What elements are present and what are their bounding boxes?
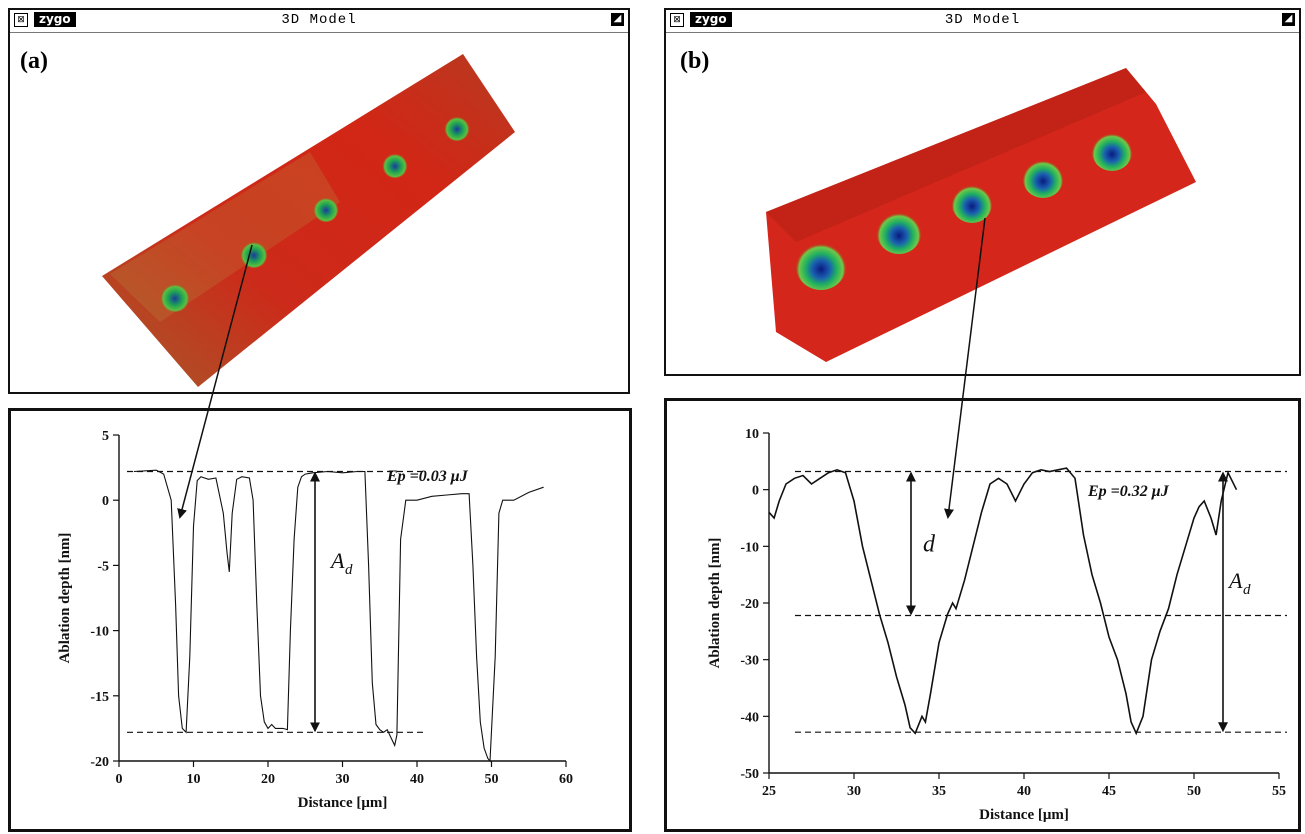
x-axis-label: Distance [μm]	[298, 795, 388, 811]
x-tick-label: 30	[847, 784, 861, 799]
y-tick-label: -5	[97, 559, 109, 574]
y-axis-label: Ablation depth [nm]	[57, 533, 73, 664]
y-tick-label: -50	[740, 767, 759, 782]
panel-label-a: (a)	[20, 48, 48, 74]
x-tick-label: 50	[485, 772, 499, 787]
x-tick-label: 40	[410, 772, 424, 787]
x-tick-label: 60	[559, 772, 573, 787]
ablation-pit	[876, 208, 922, 254]
x-tick-label: 55	[1272, 784, 1286, 799]
series-line-0	[133, 469, 544, 763]
window-b: ⊠ zygo 3D Model ◢ (b)	[664, 8, 1301, 376]
surface-3d-b	[766, 68, 1196, 362]
x-tick-label: 45	[1102, 784, 1116, 799]
y-tick-label: 0	[102, 494, 109, 509]
ablation-depth-label: A	[329, 548, 345, 573]
y-tick-label: -15	[90, 690, 109, 705]
menu-icon[interactable]: ◢	[1282, 13, 1295, 26]
ablation-depth-label: A	[1227, 568, 1243, 593]
window-a: ⊠ zygo 3D Model ◢ (a)	[8, 8, 630, 394]
ablation-pit	[160, 282, 190, 312]
surface-3d-a	[102, 54, 515, 387]
window-a-title: 3D Model	[281, 12, 357, 28]
chart-box-a: 0 10 20 30 40 50 60 5 0 -5 -10 -15 -20 Distance [μm] A…	[8, 408, 632, 832]
y-tick-label: -40	[740, 710, 759, 725]
ablation-pit	[444, 115, 470, 141]
x-tick-label: 50	[1187, 784, 1201, 799]
x-tick-label: 40	[1017, 784, 1031, 799]
ablation-pit	[795, 238, 847, 290]
close-icon[interactable]: ⊠	[14, 13, 28, 27]
y-axis-label: Ablation depth [nm]	[707, 538, 723, 669]
close-icon[interactable]: ⊠	[670, 13, 684, 27]
x-tick-label: 0	[116, 772, 123, 787]
y-tick-label: 5	[102, 429, 109, 444]
ablation-pit	[951, 181, 993, 223]
zygo-logo: zygo	[690, 12, 732, 27]
ablation-pit	[1091, 129, 1133, 171]
y-tick-label: -10	[90, 625, 109, 640]
x-tick-label: 25	[762, 784, 776, 799]
ablation-depth-label-subscript: d	[345, 562, 353, 578]
ablation-pit	[313, 196, 339, 222]
crater-depth-label: d	[923, 532, 936, 558]
x-tick-label: 10	[187, 772, 201, 787]
y-tick-label: -30	[740, 654, 759, 669]
energy-annotation: Ep =0.32 μJ	[1087, 483, 1170, 500]
y-tick-label: -10	[740, 540, 759, 555]
menu-icon[interactable]: ◢	[611, 13, 624, 26]
y-tick-label: -20	[90, 755, 109, 770]
x-axis-label: Distance [μm]	[979, 807, 1069, 823]
window-a-titlebar: ⊠ zygo 3D Model ◢	[10, 10, 628, 33]
energy-annotation: Ep =0.03 μJ	[386, 468, 469, 485]
ablation-pit	[1022, 156, 1064, 198]
ablation-depth-label-subscript: d	[1243, 582, 1251, 598]
x-tick-label: 35	[932, 784, 946, 799]
chart-box-b: 25 30 35 40 45 50 55 10 0 -10 -20 -30 -40 -50 Distance…	[664, 398, 1301, 832]
chart-b: 25 30 35 40 45 50 55 10 0 -10 -20 -30 -40 -50 Distance…	[707, 427, 1287, 823]
zygo-logo: zygo	[34, 12, 76, 27]
series-line-0	[768, 467, 1238, 736]
window-b-titlebar: ⊠ zygo 3D Model ◢	[666, 10, 1299, 33]
x-tick-label: 20	[261, 772, 275, 787]
ablation-pit	[382, 152, 408, 178]
x-tick-label: 30	[336, 772, 350, 787]
y-tick-label: -20	[740, 597, 759, 612]
ablation-pit	[240, 240, 268, 268]
panel-label-b: (b)	[680, 48, 710, 74]
window-b-title: 3D Model	[944, 12, 1021, 28]
y-tick-label: 0	[752, 484, 759, 499]
y-tick-label: 10	[745, 427, 759, 442]
